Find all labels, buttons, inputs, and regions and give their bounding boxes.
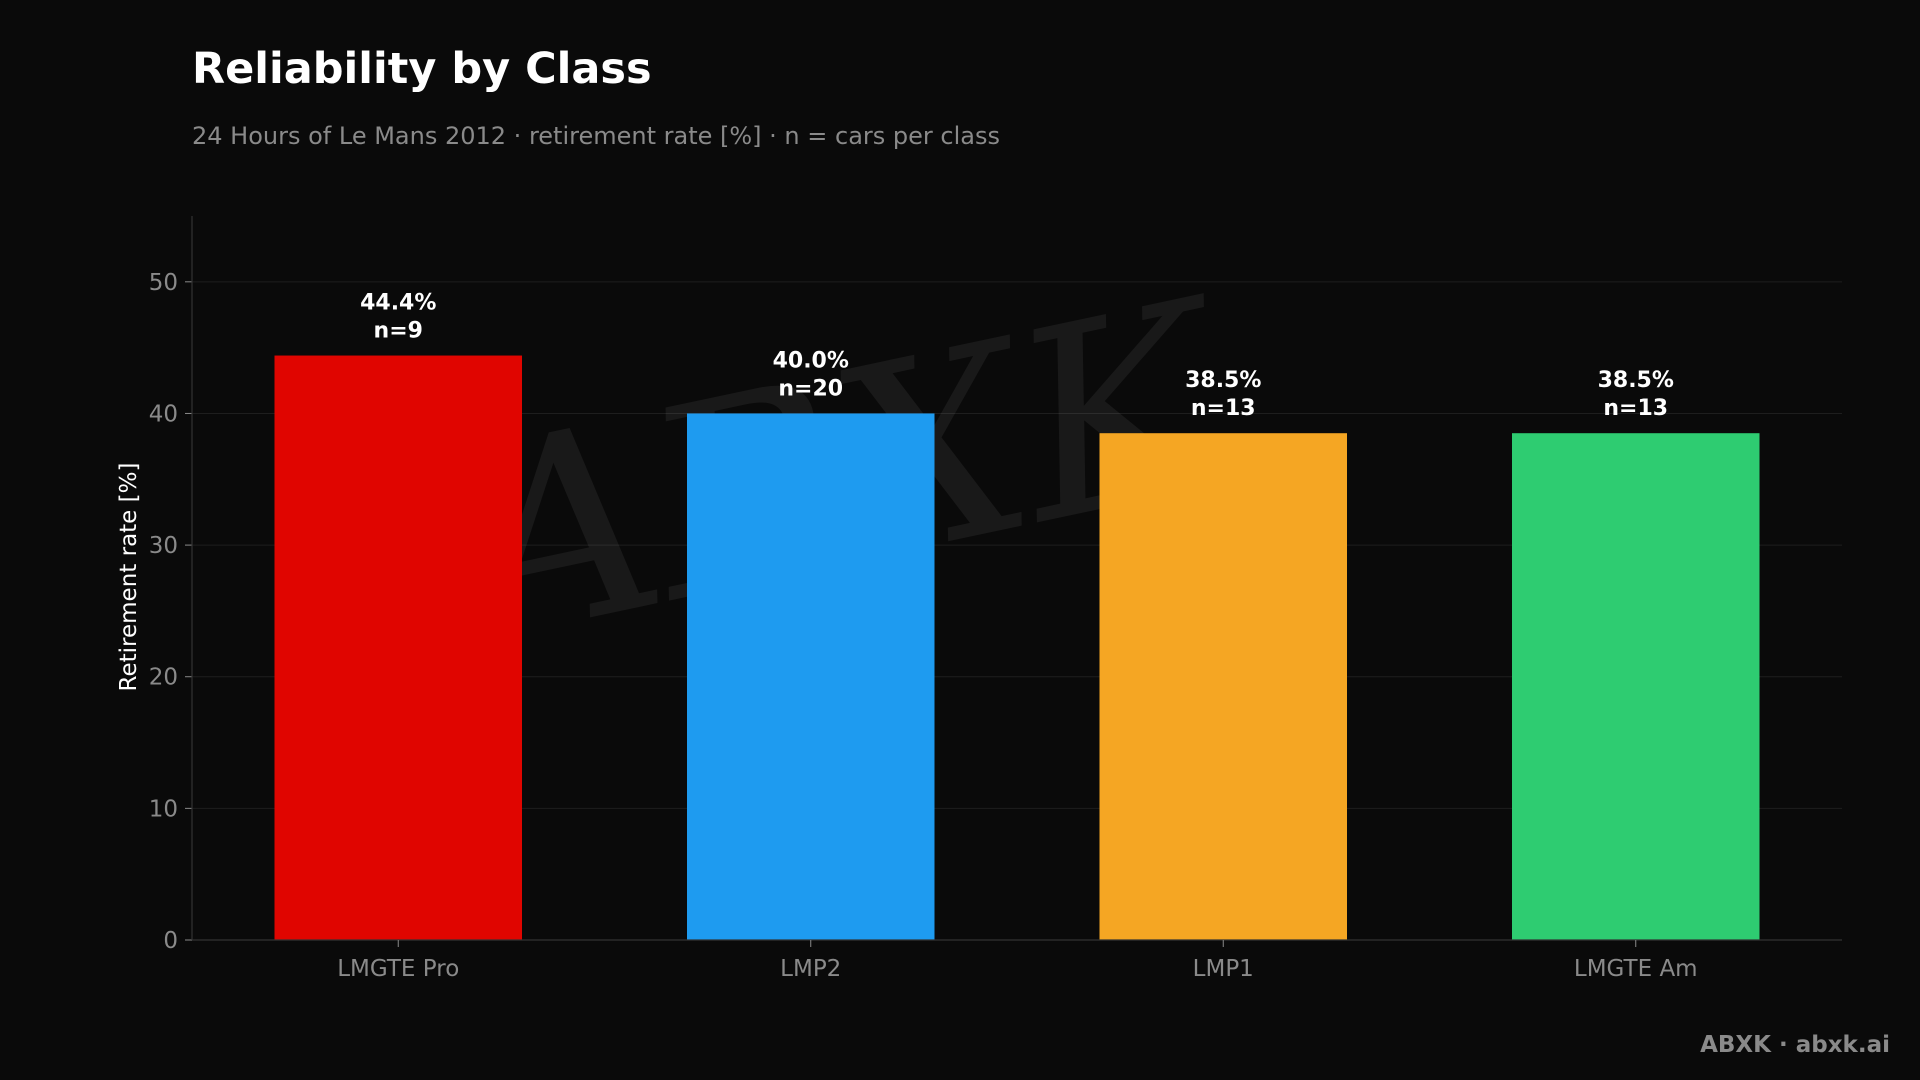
x-tick-label: LMP1 (1193, 956, 1254, 982)
bar-count-label: n=13 (1603, 396, 1668, 421)
chart-title: Reliability by Class (192, 44, 652, 94)
y-tick-label: 10 (149, 796, 178, 822)
bar (1099, 433, 1347, 940)
y-tick-label: 40 (149, 401, 178, 427)
y-axis-label: Retirement rate [%] (116, 463, 142, 692)
y-tick-label: 50 (149, 270, 178, 296)
bar (1512, 433, 1760, 940)
x-tick-label: LMGTE Pro (337, 956, 459, 982)
value-labels: 44.4% n=9 40.0% n=20 38.5% n=13 38.5% n=13 (360, 291, 1674, 422)
y-tick-label: 30 (149, 533, 178, 559)
bar-value-label: 40.0% (773, 348, 849, 373)
bar-value-label: 44.4% (360, 291, 436, 316)
bar-value-label: 38.5% (1185, 368, 1261, 393)
bar (687, 413, 935, 940)
chart-subtitle: 24 Hours of Le Mans 2012 · retirement ra… (192, 122, 1000, 150)
bar-value-label: 38.5% (1598, 368, 1674, 393)
bar-count-label: n=20 (778, 376, 843, 401)
bar-count-label: n=9 (374, 319, 423, 344)
bars (274, 355, 1760, 940)
x-tick-label: LMP2 (780, 956, 841, 982)
axes: 0 10 20 30 40 50 LMGTE Pro LMP2 LMP1 LMGTE Am (149, 216, 1842, 982)
footer-credit: ABXK · abxk.ai (1700, 1032, 1890, 1058)
y-tick-label: 0 (163, 928, 178, 954)
bar (274, 355, 522, 940)
bar-count-label: n=13 (1191, 396, 1256, 421)
x-tick-label: LMGTE Am (1574, 956, 1698, 982)
y-tick-label: 20 (149, 665, 178, 691)
